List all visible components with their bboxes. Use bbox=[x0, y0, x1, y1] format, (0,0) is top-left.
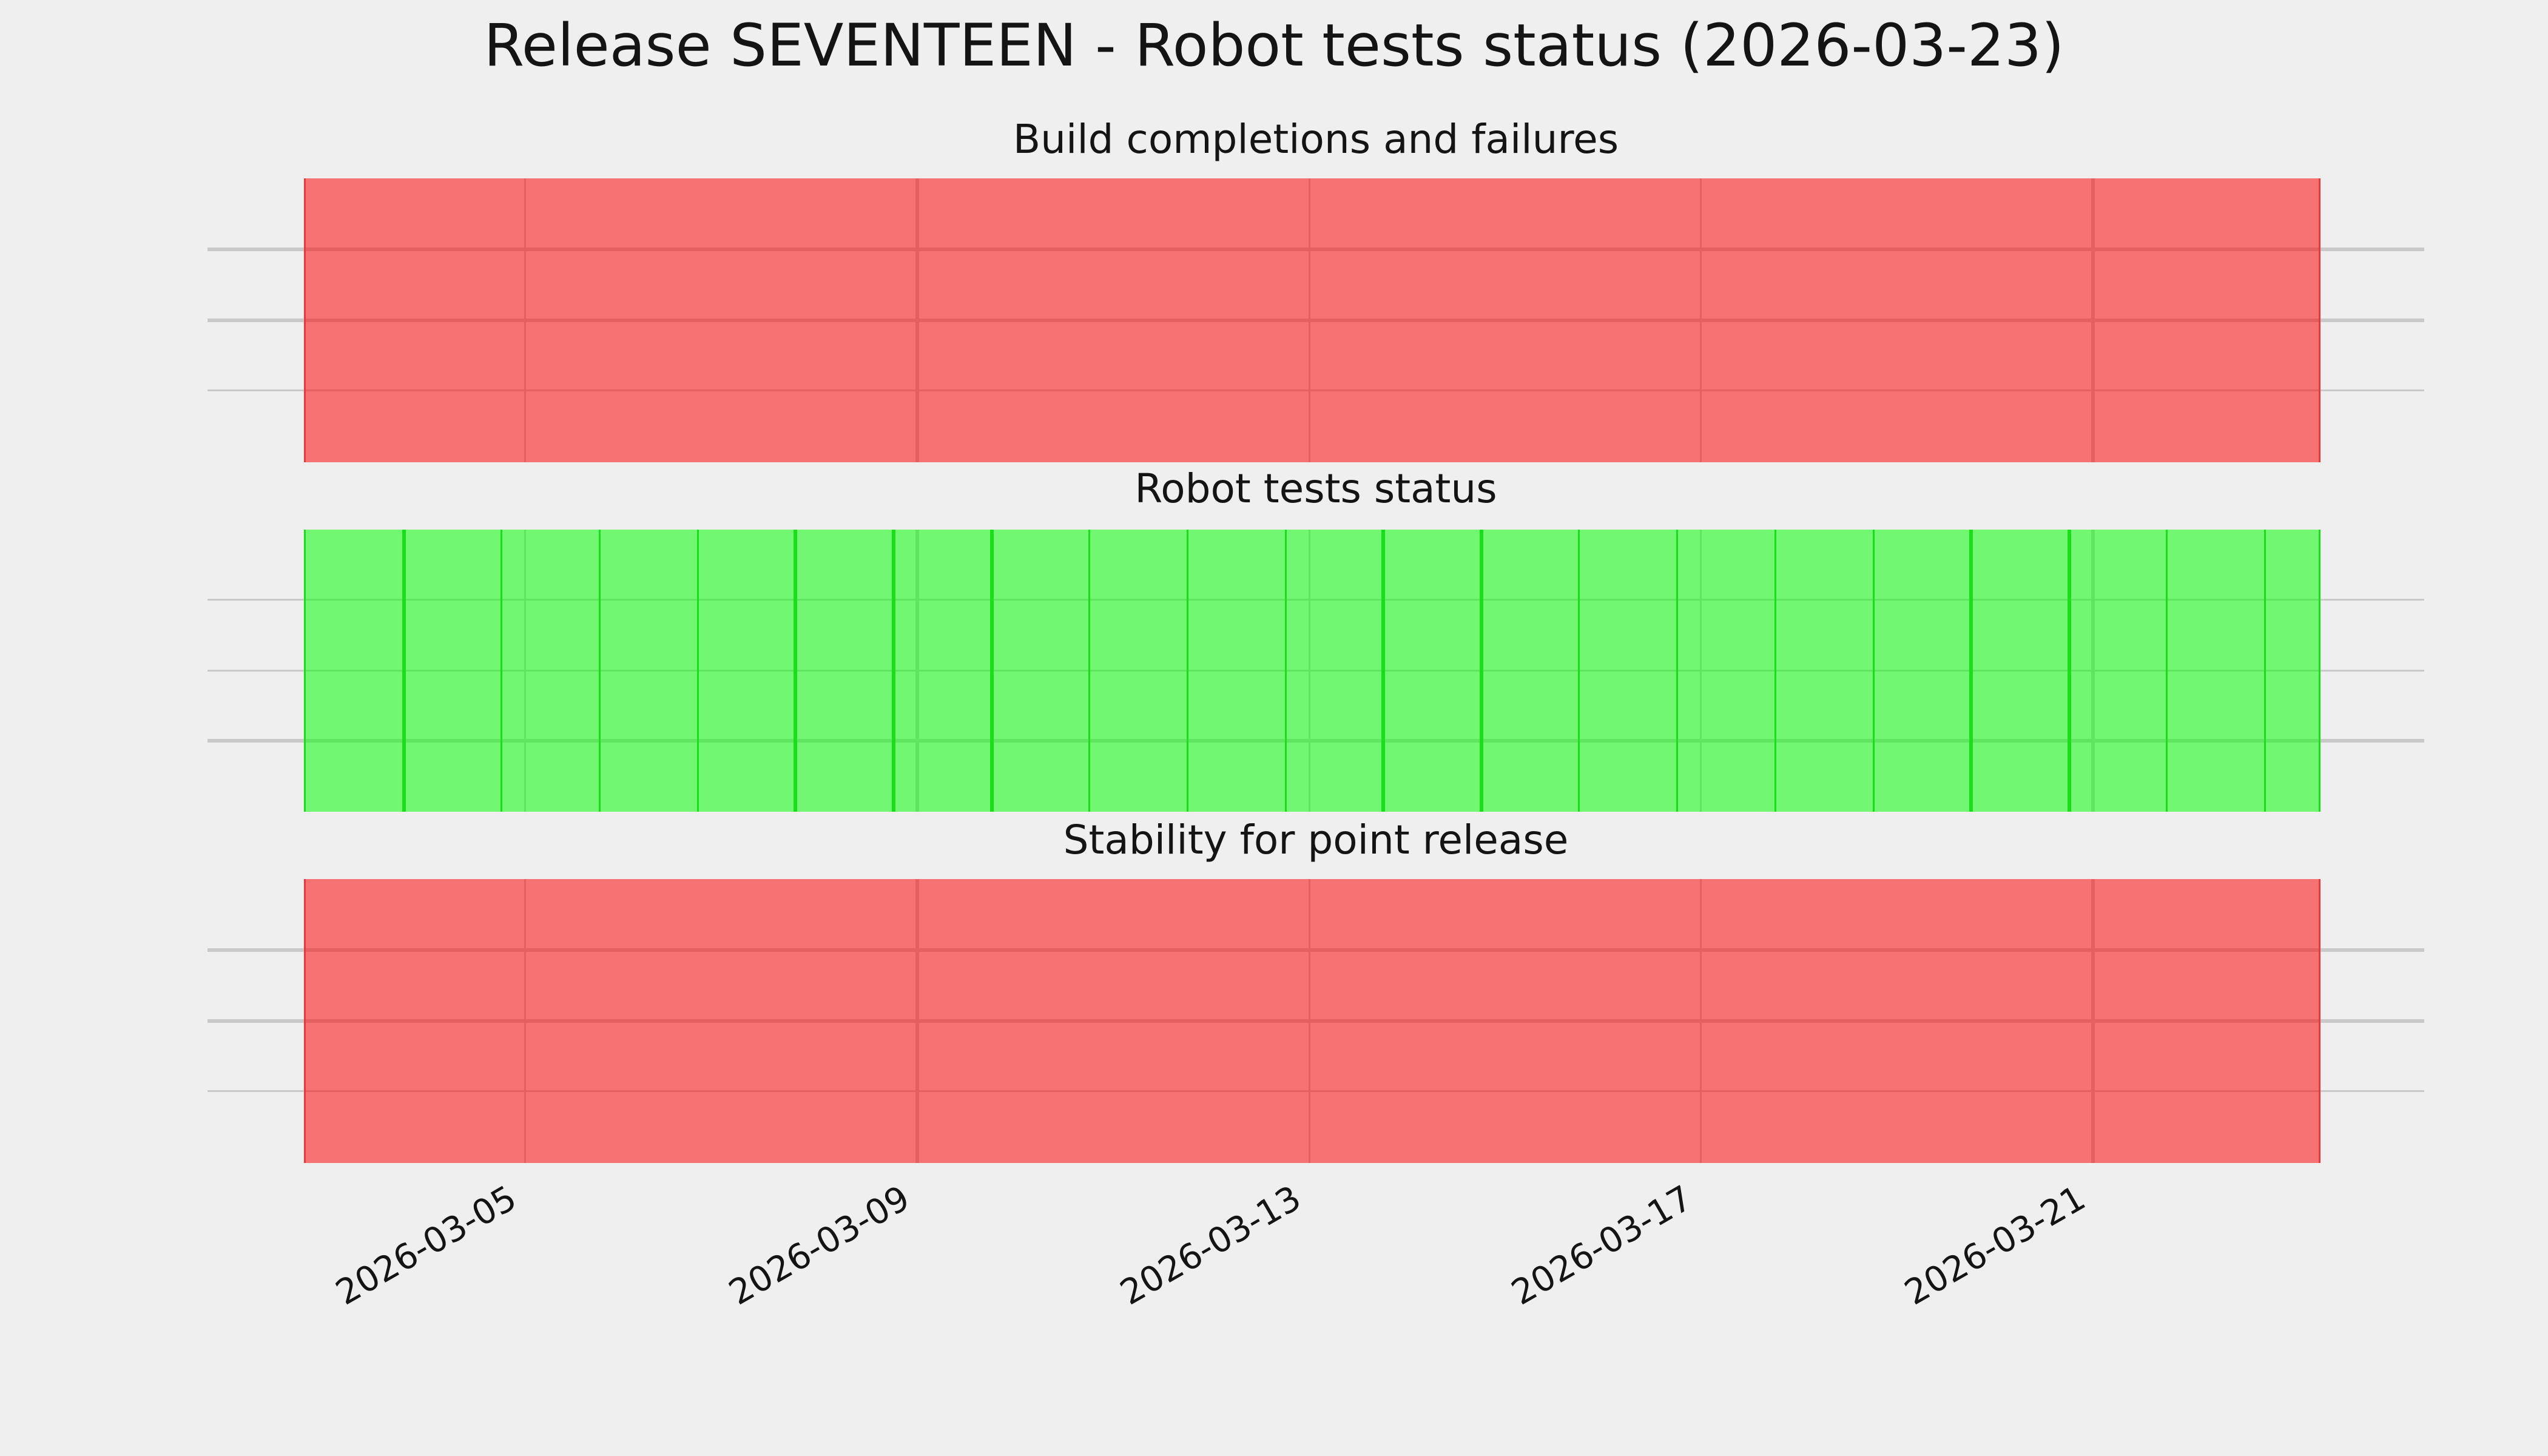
subplot-title-1: Build completions and failures bbox=[1013, 117, 1619, 163]
x-tick-label: 2026-03-13 bbox=[1113, 1178, 1308, 1314]
x-tick-label: 2026-03-09 bbox=[721, 1178, 916, 1314]
axes-area-2 bbox=[207, 528, 2424, 812]
axes-area-3 bbox=[207, 879, 2424, 1162]
day-edge-line bbox=[1088, 528, 1091, 812]
axes-area-1 bbox=[207, 178, 2424, 462]
day-edge-line bbox=[1676, 528, 1679, 812]
day-edge-line bbox=[598, 528, 601, 812]
day-edge-line bbox=[1382, 528, 1385, 812]
day-edge-line bbox=[2263, 528, 2267, 812]
figure-title: Release SEVENTEEN - Robot tests status (… bbox=[484, 11, 2064, 80]
status-bar-failing bbox=[304, 879, 2321, 1162]
subplot-title-2: Robot tests status bbox=[1134, 468, 1497, 513]
day-edge-line bbox=[1284, 528, 1287, 812]
x-tick-label: 2026-03-05 bbox=[329, 1178, 524, 1314]
x-tick-label: 2026-03-21 bbox=[1897, 1178, 2092, 1314]
status-bar-passing bbox=[304, 528, 2321, 812]
day-edge-line bbox=[1480, 528, 1483, 812]
day-edge-line bbox=[794, 528, 797, 812]
day-edge-line bbox=[696, 528, 699, 812]
day-edge-line bbox=[1578, 528, 1581, 812]
day-edge-line bbox=[990, 528, 993, 812]
day-edge-line bbox=[1774, 528, 1777, 812]
subplot-title-3: Stability for point release bbox=[1063, 818, 1569, 864]
day-edge-line bbox=[2068, 528, 2071, 812]
day-edge-line bbox=[2166, 528, 2169, 812]
x-tick-label: 2026-03-17 bbox=[1505, 1178, 1700, 1314]
day-edge-line bbox=[1970, 528, 1973, 812]
day-edge-line bbox=[1872, 528, 1875, 812]
day-edge-line bbox=[1186, 528, 1189, 812]
day-edge-line bbox=[500, 528, 504, 812]
status-bar-failing bbox=[304, 178, 2321, 462]
day-edge-line bbox=[892, 528, 895, 812]
day-edge-line bbox=[402, 528, 405, 812]
